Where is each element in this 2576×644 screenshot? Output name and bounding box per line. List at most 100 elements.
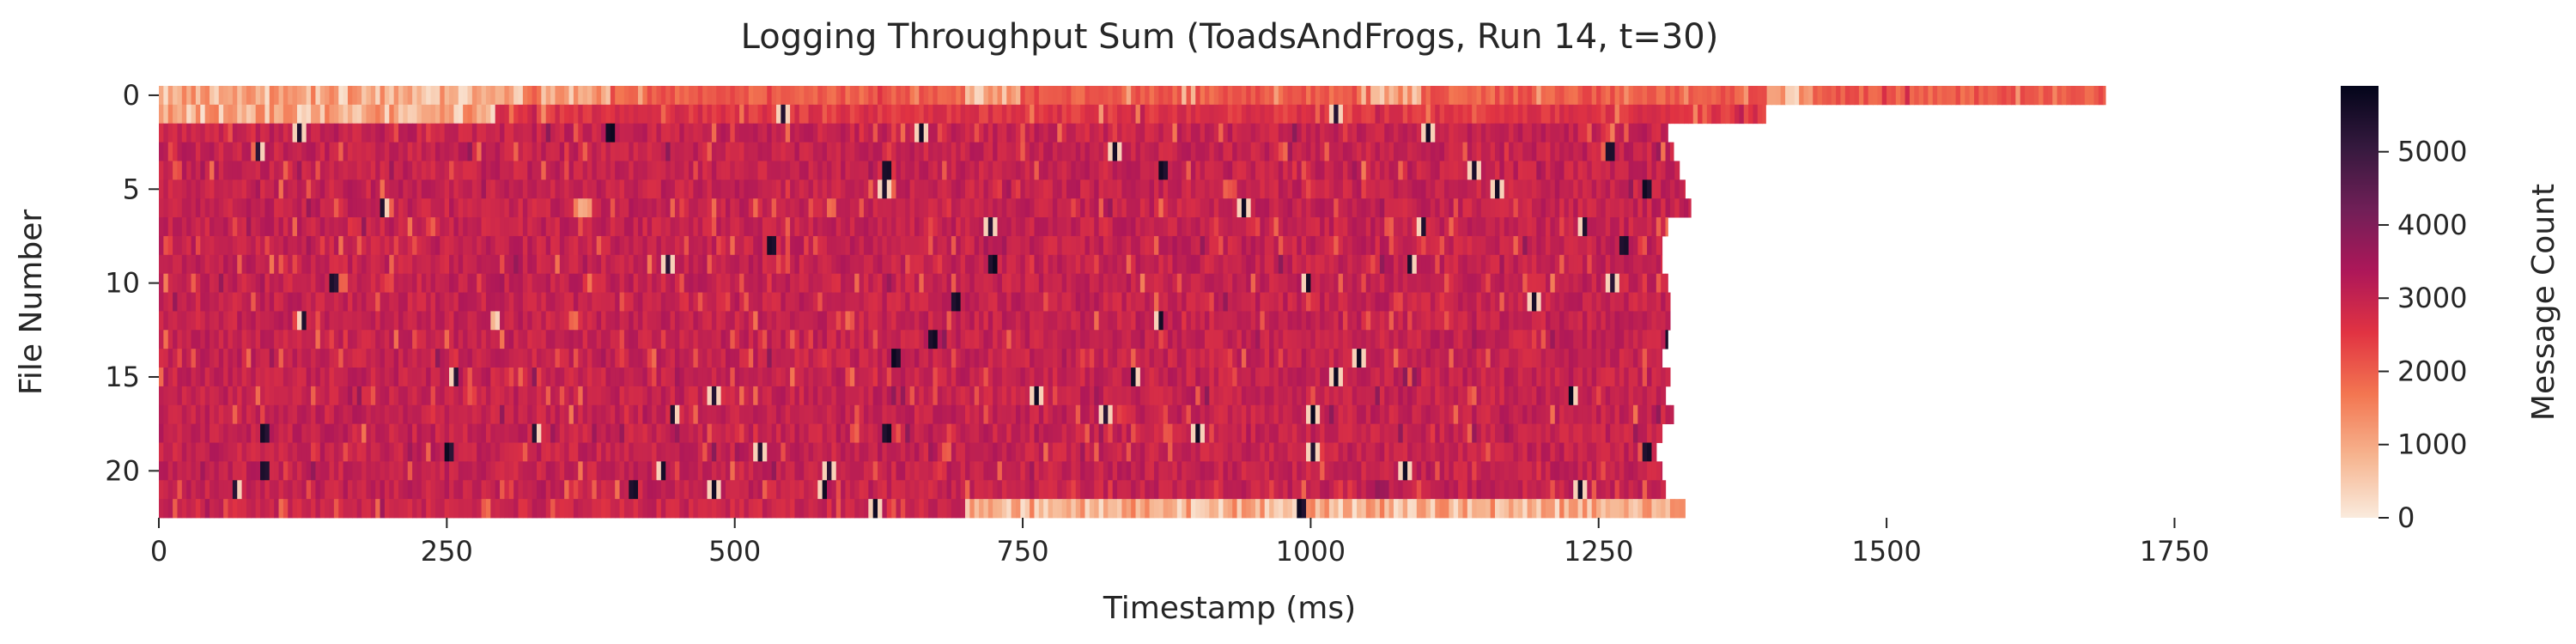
heatmap-cell [550, 142, 556, 161]
heatmap-cell [458, 179, 464, 199]
heatmap-cell [1139, 123, 1145, 143]
heatmap-cell [1052, 217, 1058, 237]
heatmap-cell [1149, 123, 1155, 143]
heatmap-cell [1462, 311, 1468, 331]
heatmap-cell [841, 254, 847, 275]
heatmap-cell [195, 179, 201, 199]
heatmap-cell [573, 198, 579, 218]
heatmap-cell [1476, 254, 1482, 275]
heatmap-cell [1209, 235, 1215, 256]
heatmap-cell [1139, 273, 1145, 293]
heatmap-cell [1564, 273, 1570, 293]
heatmap-cell [1421, 179, 1427, 199]
heatmap-cell [1264, 292, 1270, 312]
heatmap-cell [214, 142, 220, 161]
heatmap-cell [578, 179, 584, 199]
heatmap-cell [495, 349, 501, 368]
heatmap-cell [477, 349, 483, 368]
heatmap-cell [274, 292, 280, 312]
heatmap-cell [775, 273, 781, 293]
heatmap-cell [1619, 86, 1625, 106]
heatmap-cell [173, 273, 179, 293]
heatmap-cell [812, 179, 818, 199]
heatmap-cell [1121, 254, 1127, 275]
heatmap-cell [1006, 330, 1012, 349]
heatmap-cell [799, 104, 805, 125]
heatmap-cell [937, 86, 943, 106]
heatmap-cell [868, 330, 874, 349]
heatmap-cell [1163, 330, 1169, 349]
heatmap-cell [495, 217, 501, 237]
heatmap-cell [647, 217, 653, 237]
heatmap-cell [1651, 235, 1657, 256]
heatmap-cell [1342, 311, 1348, 331]
heatmap-cell [1407, 198, 1413, 218]
heatmap-cell [1398, 311, 1404, 331]
heatmap-cell [434, 86, 440, 106]
heatmap-cell [804, 123, 810, 143]
heatmap-cell [1103, 235, 1109, 256]
heatmap-cell [477, 104, 483, 125]
heatmap-cell [1052, 123, 1058, 143]
heatmap-cell [384, 273, 390, 293]
heatmap-cell [1324, 311, 1330, 331]
heatmap-cell [306, 198, 312, 218]
heatmap-cell [1112, 349, 1118, 368]
heatmap-cell [605, 349, 611, 368]
heatmap-cell [181, 217, 187, 237]
heatmap-cell [1324, 349, 1330, 368]
heatmap-cell [1647, 161, 1653, 180]
heatmap-cell [841, 161, 847, 180]
heatmap-cell [200, 179, 206, 199]
heatmap-cell [389, 179, 395, 199]
heatmap-cell [264, 123, 270, 143]
heatmap-cell [1504, 161, 1510, 180]
heatmap-cell [370, 104, 376, 125]
heatmap-cell [674, 179, 680, 199]
heatmap-cell [1472, 86, 1478, 106]
heatmap-cell [619, 161, 625, 180]
heatmap-cell [1628, 254, 1634, 275]
heatmap-cell [223, 123, 229, 143]
heatmap-cell [642, 179, 648, 199]
heatmap-cell [1098, 235, 1104, 256]
heatmap-cell [1669, 86, 1675, 106]
heatmap-cell [1260, 217, 1266, 237]
heatmap-cell [1103, 311, 1109, 331]
heatmap-cell [296, 86, 302, 106]
heatmap-cell [1384, 86, 1390, 106]
heatmap-cell [1449, 104, 1455, 125]
heatmap-cell [1241, 292, 1247, 312]
heatmap-cell [1278, 142, 1284, 161]
heatmap-cell [660, 198, 666, 218]
heatmap-cell [1260, 273, 1266, 293]
heatmap-cell [896, 292, 902, 312]
heatmap-cell [181, 179, 187, 199]
heatmap-cell [730, 292, 736, 312]
heatmap-cell [642, 349, 648, 368]
heatmap-cell [928, 292, 934, 312]
heatmap-cell [1200, 311, 1206, 331]
heatmap-cell [1546, 330, 1552, 349]
heatmap-cell [1342, 217, 1348, 237]
heatmap-cell [1472, 311, 1478, 331]
heatmap-cell [1669, 104, 1675, 125]
heatmap-cell [568, 330, 574, 349]
heatmap-cell [1172, 104, 1178, 125]
heatmap-cell [241, 235, 247, 256]
heatmap-cell [306, 349, 312, 368]
heatmap-cell [1582, 330, 1588, 349]
heatmap-cell [1084, 198, 1091, 218]
heatmap-cell [228, 311, 234, 331]
heatmap-cell [1057, 235, 1063, 256]
heatmap-cell [1517, 217, 1523, 237]
heatmap-cell [1352, 217, 1358, 237]
heatmap-cell [1066, 217, 1072, 237]
heatmap-cell [1531, 330, 1537, 349]
heatmap-cell [1480, 330, 1486, 349]
heatmap-cell [1338, 123, 1344, 143]
heatmap-cell [960, 292, 966, 312]
heatmap-cell [325, 104, 331, 125]
heatmap-cell [854, 273, 860, 293]
heatmap-cell [1656, 86, 1662, 106]
